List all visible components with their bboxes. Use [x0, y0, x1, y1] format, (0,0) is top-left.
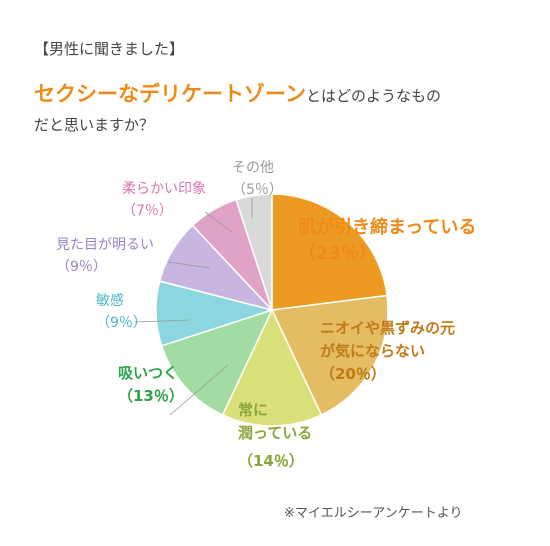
slice-percent: （9％） [96, 315, 147, 331]
headline-accent: セクシーなデリケートゾーン [34, 82, 306, 106]
slice-percent: （20％） [320, 365, 386, 383]
slice-label: ニオイや黒ずみの元 [320, 319, 455, 337]
leader-line [134, 319, 191, 323]
headline-rest: とはどのようなもの [305, 87, 441, 105]
slice-label: が気にならない [320, 342, 425, 360]
source-footnote: ※マイエルシーアンケートより [284, 506, 463, 521]
slice-percent: （9％） [56, 259, 107, 275]
leader-line [167, 261, 211, 269]
pie-slice [271, 193, 388, 311]
slice-label: 肌が引き締まっている [298, 216, 476, 238]
slice-percent: （14％） [238, 452, 304, 470]
pie-slice [221, 308, 323, 427]
pie-slice [270, 294, 389, 416]
slice-label: 敏感 [96, 292, 124, 309]
slice-label: 潤っている [238, 424, 312, 442]
slice-percent: （23％） [298, 243, 377, 264]
slice-label: 吸いつく [118, 364, 178, 382]
chart-headline-line2: だと思いますか？ [34, 116, 155, 134]
slice-label: 常に [238, 401, 268, 419]
leader-line [169, 364, 229, 416]
leader-lines [134, 198, 253, 416]
slice-percent: （7％） [122, 203, 173, 219]
slice-label: その他 [232, 160, 274, 176]
pie-slice [235, 193, 273, 311]
pie-slices [155, 193, 389, 427]
slice-label: 柔らかい印象 [122, 181, 206, 197]
slice-percent: （5％） [232, 182, 283, 198]
chart-headline: セクシーなデリケートゾーンとはどのようなもの [34, 78, 441, 108]
slice-label: 見た目が明るい [56, 237, 154, 253]
chart-tag: 【男性に聞きました】 [34, 40, 185, 58]
leader-line [204, 211, 233, 233]
pie-slice [160, 308, 274, 416]
slice-percent: （13％） [118, 387, 184, 405]
